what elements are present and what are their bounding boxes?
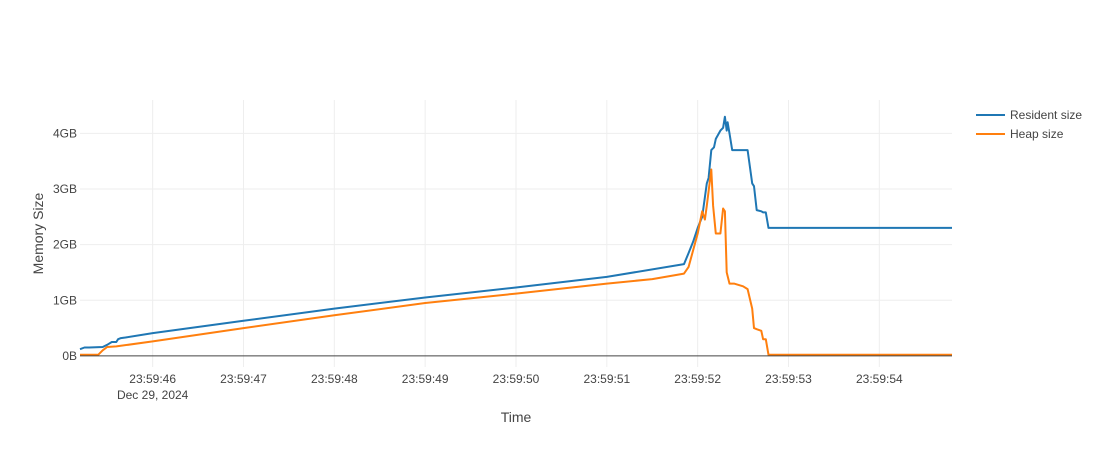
x-date-label: Dec 29, 2024 — [117, 388, 189, 402]
y-tick-label: 2GB — [53, 238, 77, 252]
x-tick-label: 23:59:48 — [311, 372, 358, 386]
series-line-heap-size — [80, 168, 952, 356]
x-tick-label: 23:59:47 — [220, 372, 267, 386]
y-tick-label: 0B — [62, 349, 77, 363]
y-axis-title: Memory Size — [30, 192, 46, 274]
y-tick-label: 1GB — [53, 293, 77, 307]
x-tick-label: 23:59:54 — [856, 372, 903, 386]
series-line-resident-size — [79, 115, 952, 351]
y-gridlines — [80, 132, 952, 301]
x-axis-title: Time — [501, 409, 532, 425]
y-tick-labels: 0B 1GB 2GB 3GB 4GB — [53, 126, 77, 363]
x-tick-label: 23:59:51 — [583, 372, 630, 386]
y-tick-label: 4GB — [53, 126, 77, 140]
legend-item-heap-size[interactable]: Heap size — [976, 127, 1064, 141]
legend-item-resident-size[interactable]: Resident size — [976, 108, 1082, 122]
x-tick-label: 23:59:49 — [402, 372, 449, 386]
legend-label: Heap size — [1010, 127, 1064, 141]
y-tick-label: 3GB — [53, 182, 77, 196]
x-gridlines — [152, 100, 880, 367]
x-tick-label: 23:59:53 — [765, 372, 812, 386]
legend[interactable]: Resident size Heap size — [976, 108, 1082, 141]
x-tick-labels: 23:59:46 23:59:47 23:59:48 23:59:49 23:59:50… — [129, 372, 903, 386]
x-tick-label: 23:59:52 — [674, 372, 721, 386]
series-layer — [79, 115, 952, 356]
legend-label: Resident size — [1010, 108, 1082, 122]
x-tick-label: 23:59:46 — [129, 372, 176, 386]
x-tick-label: 23:59:50 — [493, 372, 540, 386]
